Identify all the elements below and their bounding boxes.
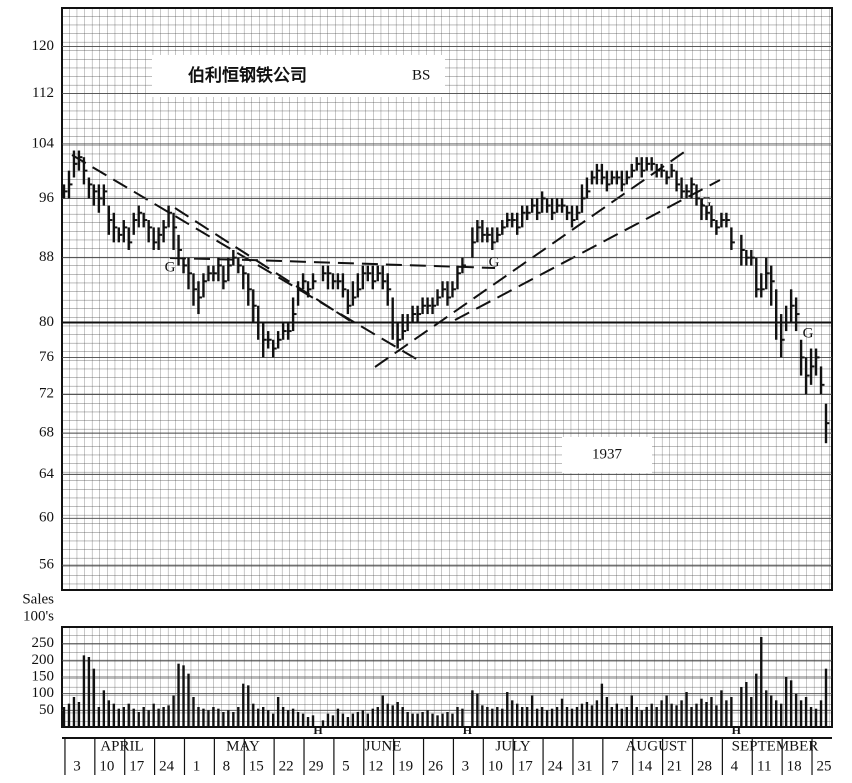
week-label: 7	[611, 758, 619, 774]
annotation: G	[489, 254, 500, 270]
y-tick-label: 88	[39, 249, 54, 265]
annotation: G	[803, 325, 814, 341]
volume-tick-label: 200	[32, 652, 55, 668]
y-tick-label: 80	[39, 314, 54, 330]
week-label: 31	[577, 758, 592, 774]
y-tick-label: 72	[39, 386, 54, 402]
y-tick-label: 64	[39, 466, 55, 482]
holiday-marker: H	[463, 723, 473, 737]
y-tick-label: 96	[39, 190, 55, 206]
week-label: 28	[697, 758, 712, 774]
y-tick-label: 56	[39, 557, 55, 573]
week-label: 18	[787, 758, 802, 774]
week-label: 12	[368, 758, 383, 774]
chart-title: 伯利恒钢铁公司	[188, 65, 307, 86]
week-label: 17	[518, 758, 534, 774]
volume-tick-label: 150	[32, 668, 55, 684]
week-label: 8	[223, 758, 231, 774]
month-label: JUNE	[365, 738, 402, 754]
week-label: 3	[462, 758, 470, 774]
week-label: 19	[398, 758, 413, 774]
y-tick-label: 76	[39, 349, 55, 365]
year: 1937	[592, 446, 623, 462]
month-label: APRIL	[100, 738, 143, 754]
week-label: 3	[73, 758, 81, 774]
year-box	[562, 437, 652, 473]
volume-tick-label: 100	[32, 685, 55, 701]
y-tick-label: 104	[32, 135, 55, 151]
week-label: 22	[279, 758, 294, 774]
annotation: G	[165, 259, 176, 275]
month-label: JULY	[495, 738, 530, 754]
title-box	[152, 55, 445, 97]
month-label: AUGUST	[626, 738, 687, 754]
y-tick-label: 60	[39, 510, 54, 526]
volume-tick-label: 50	[39, 702, 54, 718]
week-label: 17	[129, 758, 145, 774]
week-label: 14	[637, 758, 653, 774]
week-label: 21	[667, 758, 682, 774]
ticker: BS	[412, 67, 430, 83]
week-label: 25	[817, 758, 832, 774]
week-label: 15	[249, 758, 264, 774]
y-tick-label: 120	[32, 38, 55, 54]
volume-axis-label: 100's	[23, 608, 54, 624]
week-label: 29	[309, 758, 324, 774]
week-label: 11	[757, 758, 771, 774]
week-label: 24	[548, 758, 564, 774]
week-label: 24	[159, 758, 175, 774]
week-label: 4	[731, 758, 739, 774]
week-label: 5	[342, 758, 350, 774]
y-tick-label: 68	[39, 425, 54, 441]
week-label: 10	[99, 758, 114, 774]
holiday-marker: H	[313, 723, 323, 737]
week-label: 26	[428, 758, 444, 774]
month-label: SEPTEMBER	[732, 738, 819, 754]
volume-tick-label: 250	[32, 635, 55, 651]
month-label: MAY	[226, 738, 260, 754]
volume-axis-label: Sales	[22, 591, 54, 607]
week-label: 1	[193, 758, 201, 774]
holiday-marker: H	[732, 723, 742, 737]
y-tick-label: 112	[32, 85, 54, 101]
annotation: G	[701, 194, 712, 210]
week-label: 10	[488, 758, 503, 774]
